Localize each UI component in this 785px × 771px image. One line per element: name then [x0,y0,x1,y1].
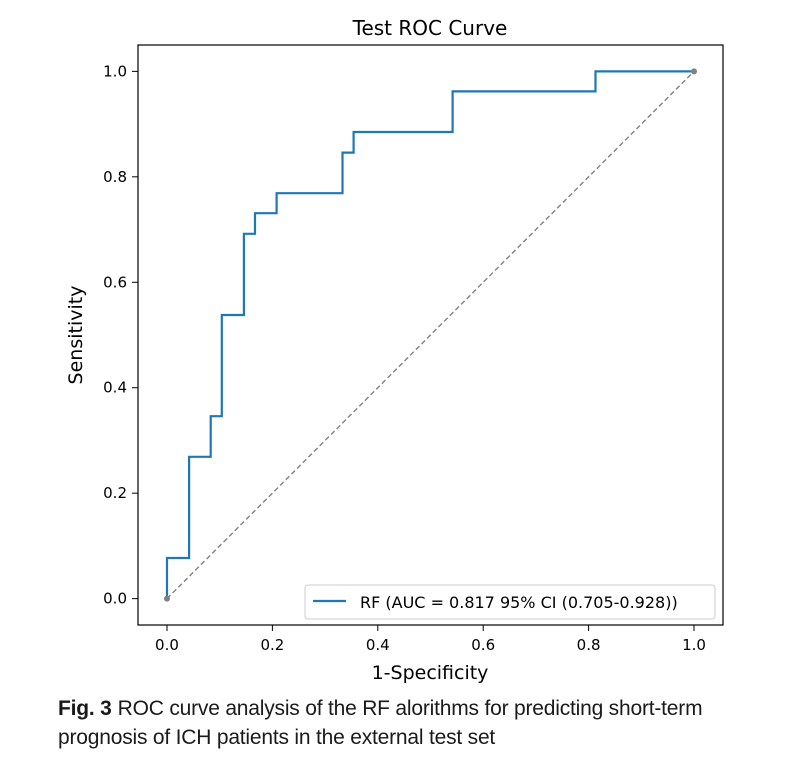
chart-title: Test ROC Curve [352,16,508,40]
y-tick-label: 0.8 [103,168,127,186]
y-tick-label: 1.0 [103,62,127,80]
y-tick-label: 0.0 [103,590,127,608]
legend-box [304,584,716,620]
diagonal-endpoint-marker-0 [163,595,170,602]
y-axis-label: Sensitivity [65,286,87,385]
axes-frame [137,44,724,626]
legend: RF (AUC = 0.817 95% CI (0.705-0.928)) [304,584,716,620]
roc-curve-series-0 [165,70,694,599]
y-tick-label: 0.2 [103,484,127,502]
x-tick-label: 0.4 [366,636,390,654]
caption-label: Fig. 3 [58,697,112,720]
figure-caption: Fig. 3 ROC curve analysis of the RF alori… [58,694,778,752]
y-tick-label: 0.4 [103,379,127,397]
x-tick-label: 0.6 [471,636,495,654]
x-tick-label: 1.0 [682,636,706,654]
diagonal-endpoint-marker-1 [691,68,698,75]
x-tick-label: 0.0 [155,636,179,654]
y-tick-label: 0.6 [103,273,127,291]
chance-diagonal-line [166,70,695,600]
x-tick-label: 0.8 [577,636,601,654]
caption-text: ROC curve analysis of the RF alorithms f… [58,697,703,749]
legend-label-rf: RF (AUC = 0.817 95% CI (0.705-0.928)) [360,593,678,612]
plot-area [163,68,698,602]
x-axis-label: 1-Specificity [372,662,489,684]
axis-ticks: 0.0 0.2 0.4 0.6 0.8 1.0 0.0 0.2 0.4 0.6 0.8 1.0 [103,62,706,654]
x-tick-label: 0.2 [260,636,284,654]
